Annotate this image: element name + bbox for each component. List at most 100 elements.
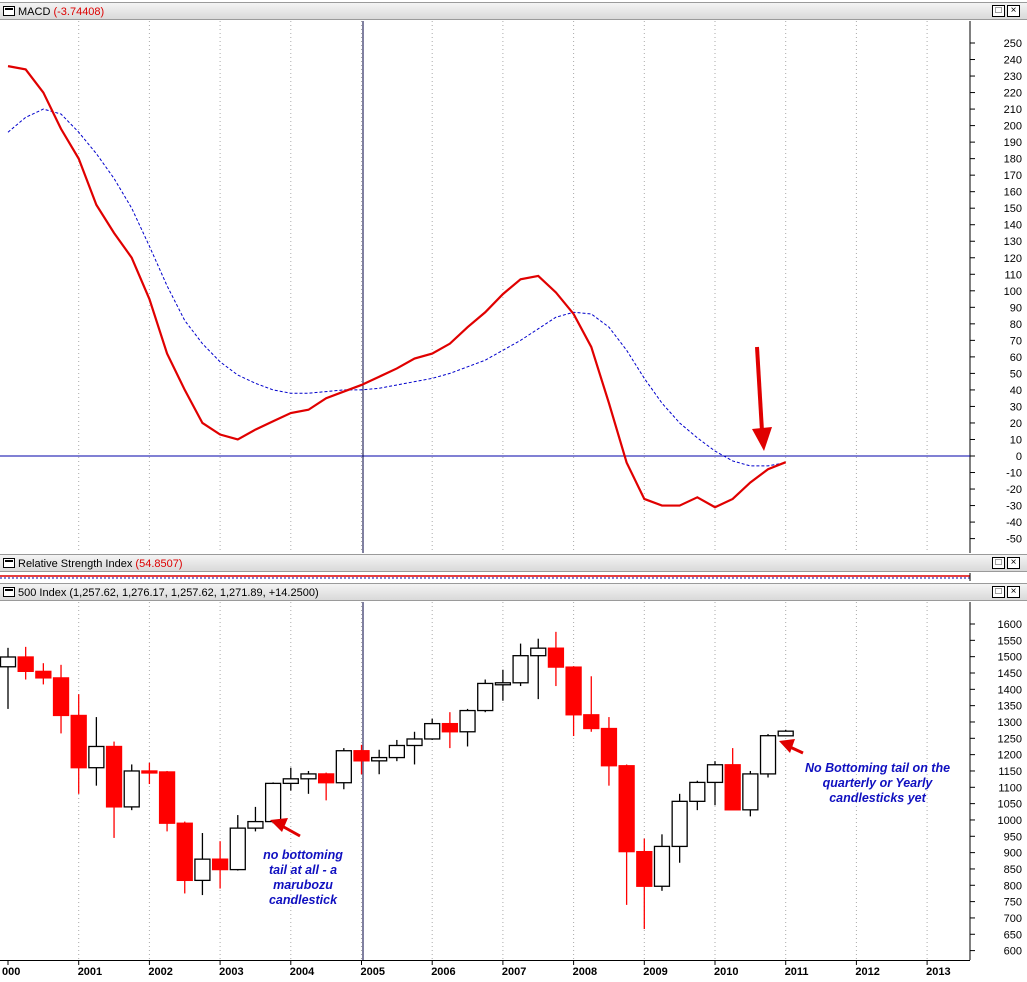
macd-line xyxy=(7,65,787,509)
y-tick-label: 700 xyxy=(1004,913,1022,925)
y-tick-label: 1550 xyxy=(998,635,1022,647)
left-note-line: candlestick xyxy=(268,893,338,907)
candle-body xyxy=(300,773,317,780)
x-tick-label: 2002 xyxy=(148,966,172,978)
y-tick-label: 1600 xyxy=(998,619,1022,631)
candle-body xyxy=(17,656,34,673)
arrow-shaft xyxy=(789,745,804,755)
y-tick-label: 600 xyxy=(1004,946,1022,958)
x-tick-label: 2003 xyxy=(219,966,243,978)
y-tick-label: 140 xyxy=(1004,220,1022,232)
left-note-line: marubozu xyxy=(273,878,333,892)
candle-body xyxy=(70,714,87,769)
candle-body xyxy=(477,682,494,712)
y-tick-label: 160 xyxy=(1004,187,1022,199)
rsi-title: Relative Strength Index xyxy=(18,558,133,570)
panel-icon xyxy=(3,558,15,568)
y-tick-label: -30 xyxy=(1006,501,1022,513)
right-note-line: candlesticks yet xyxy=(829,791,926,805)
macd-chart: 2502402302202102001901801701601501401301… xyxy=(0,21,1022,553)
arrow-head xyxy=(752,427,772,451)
y-tick-label: 750 xyxy=(1004,897,1022,909)
candle-body xyxy=(335,750,352,784)
close-button[interactable]: × xyxy=(1007,557,1020,569)
candle-body xyxy=(459,709,476,733)
y-tick-label: 210 xyxy=(1004,104,1022,116)
candle-body xyxy=(441,722,459,733)
y-tick-label: 190 xyxy=(1004,137,1022,149)
y-tick-label: 150 xyxy=(1004,203,1022,215)
candle-body xyxy=(759,735,777,775)
y-tick-label: 180 xyxy=(1004,154,1022,166)
x-tick-label: 2005 xyxy=(361,966,385,978)
x-tick-label: 2001 xyxy=(78,966,102,978)
y-tick-label: 1100 xyxy=(998,782,1022,794)
y-tick-label: 70 xyxy=(1010,335,1022,347)
y-tick-label: 220 xyxy=(1004,88,1022,100)
candle-body xyxy=(600,727,618,767)
rsi-panel-title[interactable]: Relative Strength Index (54.8507) □ × xyxy=(0,554,1027,572)
y-tick-label: 1500 xyxy=(998,652,1022,664)
axis-bg xyxy=(0,960,1027,982)
candle-body xyxy=(671,800,688,848)
spx-title: 500 Index (1,257.62, 1,276.17, 1,257.62,… xyxy=(18,587,319,599)
x-axis: 000 2001 2002 2003 2004 2005 2006 2007 2008 2009 2… xyxy=(0,960,1027,982)
y-tick-label: -50 xyxy=(1006,534,1022,546)
candle-body xyxy=(264,782,282,823)
candle-body xyxy=(317,773,335,784)
restore-button[interactable]: □ xyxy=(992,586,1005,598)
candle-body xyxy=(742,773,759,811)
candle-body xyxy=(371,756,388,762)
restore-button[interactable]: □ xyxy=(992,557,1005,569)
close-button[interactable]: × xyxy=(1007,586,1020,598)
candle-body xyxy=(406,738,423,747)
x-tick-label: 2011 xyxy=(785,966,809,978)
candle-body xyxy=(689,781,706,802)
y-tick-label: 650 xyxy=(1004,929,1022,941)
y-tick-label: 1400 xyxy=(998,684,1022,696)
x-tick-label: 2012 xyxy=(855,966,879,978)
y-tick-label: 1300 xyxy=(998,717,1022,729)
candle-body xyxy=(0,656,17,668)
spx-panel-title[interactable]: 500 Index (1,257.62, 1,276.17, 1,257.62,… xyxy=(0,583,1027,601)
restore-button[interactable]: □ xyxy=(992,5,1005,17)
candle-body xyxy=(583,714,600,730)
y-tick-label: 90 xyxy=(1010,302,1022,314)
y-tick-label: 1450 xyxy=(998,668,1022,680)
macd-value: (-3.74408) xyxy=(53,6,105,18)
x-tick-label: 000 xyxy=(2,966,20,978)
candle-body xyxy=(653,845,671,887)
arrow-shaft xyxy=(755,346,764,432)
candle-body xyxy=(105,745,123,808)
candle-body xyxy=(158,771,176,824)
y-tick-label: 0 xyxy=(1016,451,1022,463)
candle-body xyxy=(724,764,741,811)
macd-panel-title[interactable]: MACD (-3.74408) □ × xyxy=(0,2,1027,20)
candle-body xyxy=(547,647,565,668)
y-tick-label: 40 xyxy=(1010,385,1022,397)
x-tick-label: 2007 xyxy=(502,966,526,978)
candle-body xyxy=(565,666,582,716)
y-tick-label: 250 xyxy=(1004,38,1022,50)
x-tick-label: 2004 xyxy=(290,966,315,978)
y-tick-label: 200 xyxy=(1004,121,1022,133)
macd-title: MACD xyxy=(18,6,51,18)
y-tick-label: 20 xyxy=(1010,418,1022,430)
candle-body xyxy=(52,677,70,717)
signal-line xyxy=(7,108,786,467)
close-button[interactable]: × xyxy=(1007,5,1020,17)
y-tick-label: 80 xyxy=(1010,319,1022,331)
y-tick-label: -10 xyxy=(1006,468,1022,480)
left-annotation: no bottoming tail at all - a marubozu ca… xyxy=(238,848,368,908)
y-tick-label: 1250 xyxy=(998,733,1022,745)
x-tick-label: 2013 xyxy=(926,966,950,978)
y-tick-label: 100 xyxy=(1004,286,1022,298)
panel-icon xyxy=(3,587,15,597)
rsi-value: (54.8507) xyxy=(135,558,183,570)
candle-body xyxy=(353,750,370,762)
y-tick-label: 60 xyxy=(1010,352,1022,364)
candle-body xyxy=(123,770,140,808)
plot-area xyxy=(0,573,970,581)
right-note-line: quarterly or Yearly xyxy=(822,776,933,790)
y-tick-label: -40 xyxy=(1006,517,1022,529)
